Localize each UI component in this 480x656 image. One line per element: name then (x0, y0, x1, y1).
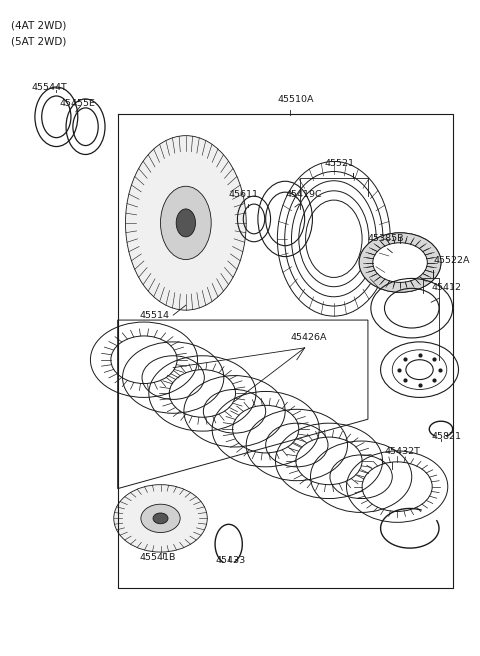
Text: 45521: 45521 (324, 159, 354, 169)
Text: 45433: 45433 (215, 556, 245, 565)
Text: 45514: 45514 (139, 311, 169, 320)
Ellipse shape (114, 485, 207, 552)
Text: (4AT 2WD): (4AT 2WD) (11, 20, 66, 31)
Ellipse shape (160, 186, 211, 260)
Text: 45611: 45611 (228, 190, 259, 199)
Text: 45821: 45821 (431, 432, 461, 441)
Text: 45432T: 45432T (384, 447, 420, 456)
Text: 45385B: 45385B (368, 234, 405, 243)
Text: 45419C: 45419C (285, 190, 322, 199)
Text: 45412: 45412 (431, 283, 461, 293)
Ellipse shape (359, 233, 441, 293)
Text: 45522A: 45522A (433, 256, 469, 264)
Text: 45544T: 45544T (32, 83, 68, 92)
Text: 45426A: 45426A (290, 333, 326, 342)
Ellipse shape (125, 136, 246, 310)
Text: 45541B: 45541B (139, 553, 176, 562)
Ellipse shape (373, 243, 427, 282)
Text: 45455E: 45455E (59, 99, 95, 108)
Ellipse shape (141, 504, 180, 533)
Ellipse shape (176, 209, 195, 237)
Text: (5AT 2WD): (5AT 2WD) (11, 37, 66, 47)
Text: 45510A: 45510A (277, 95, 314, 104)
Ellipse shape (153, 513, 168, 523)
